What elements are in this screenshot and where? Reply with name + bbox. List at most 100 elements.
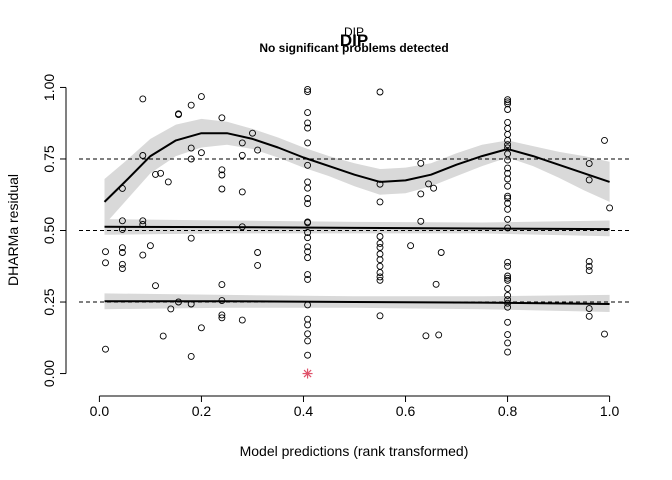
data-point [118, 217, 126, 225]
data-point [504, 215, 512, 223]
x-axis-label: Model predictions (rank transformed) [240, 443, 469, 459]
data-point [304, 330, 312, 338]
x-tick-label: 0.2 [192, 403, 212, 419]
quantile-curve-1 [104, 225, 610, 231]
data-point [504, 262, 512, 270]
data-point [304, 219, 312, 227]
data-point [304, 337, 312, 345]
chart-title-overlay: DIP [344, 25, 364, 39]
data-point [238, 139, 246, 147]
chart-title: DIP [340, 31, 368, 50]
data-point [118, 265, 126, 273]
data-point [504, 136, 512, 144]
data-point [504, 299, 512, 307]
data-point [175, 111, 182, 119]
axes: 0.0 0.2 0.4 0.6 0.8 1.0 0.00 0.25 0.50 0.75 1.00 [41, 74, 620, 419]
data-point [139, 217, 147, 225]
data-point [376, 262, 384, 270]
data-point [504, 156, 512, 164]
data-point [118, 249, 126, 256]
data-point [504, 285, 512, 293]
outlier-point [302, 368, 313, 379]
data-point [437, 249, 445, 256]
data-point [118, 225, 126, 233]
data-point [376, 256, 384, 264]
data-point [146, 242, 154, 250]
data-point [304, 184, 312, 192]
data-point [139, 251, 147, 259]
x-tick-label: 0.0 [90, 403, 110, 419]
data-point [504, 339, 512, 347]
data-point [304, 301, 312, 309]
data-point [304, 321, 312, 329]
data-point [504, 98, 512, 106]
data-point [187, 101, 195, 109]
data-point [376, 180, 384, 188]
data-point [304, 234, 312, 242]
data-point [304, 254, 312, 262]
data-point [218, 314, 226, 322]
data-point [422, 332, 430, 340]
data-point [197, 93, 205, 101]
data-point [432, 280, 440, 288]
data-point [504, 276, 512, 284]
x-tick-label: 0.4 [294, 403, 314, 419]
data-point [504, 272, 512, 280]
data-point [118, 260, 126, 268]
data-point [304, 161, 312, 169]
data-point [254, 261, 262, 269]
data-point [601, 136, 608, 144]
data-point [218, 166, 226, 174]
data-point [376, 198, 384, 206]
data-point [218, 297, 226, 305]
data-point [187, 155, 195, 163]
data-point [218, 114, 226, 122]
data-point [601, 330, 608, 338]
data-point [139, 95, 147, 103]
data-point [425, 180, 432, 188]
y-tick-label: 1.00 [41, 74, 57, 101]
data-point [304, 243, 312, 251]
chart-subtitle: No significant problems detected [259, 41, 448, 55]
data-point [139, 221, 147, 228]
quantile-curve-0 [103, 132, 610, 203]
data-point [304, 315, 312, 323]
data-point [504, 318, 512, 326]
data-point [304, 195, 312, 202]
data-point [102, 259, 109, 267]
data-point [504, 331, 512, 339]
data-point [376, 276, 384, 284]
data-point [187, 144, 195, 152]
data-point [504, 296, 512, 304]
data-point [504, 118, 512, 126]
data-point [187, 234, 195, 242]
x-tick-label: 0.6 [396, 403, 416, 419]
data-point [218, 281, 226, 289]
data-point [417, 190, 425, 198]
data-point [167, 305, 175, 313]
data-point [504, 291, 512, 299]
data-point [504, 175, 512, 183]
data-point [376, 269, 384, 277]
data-point [585, 262, 593, 270]
data-point [304, 88, 312, 96]
data-point [504, 130, 512, 138]
data-point [376, 273, 384, 281]
data-point [504, 182, 512, 190]
data-point [376, 233, 384, 240]
data-point [152, 170, 159, 178]
data-point [585, 176, 593, 184]
data-point [585, 312, 593, 320]
data-point [187, 352, 195, 360]
data-point [304, 124, 312, 132]
residual-points [102, 85, 614, 379]
data-point [102, 248, 109, 256]
data-point [376, 250, 384, 258]
data-point [585, 160, 593, 168]
data-point [118, 244, 126, 252]
data-point [504, 164, 512, 172]
x-tick-label: 1.0 [600, 403, 620, 419]
y-tick-label: 0.50 [41, 217, 57, 244]
data-point [197, 149, 205, 157]
